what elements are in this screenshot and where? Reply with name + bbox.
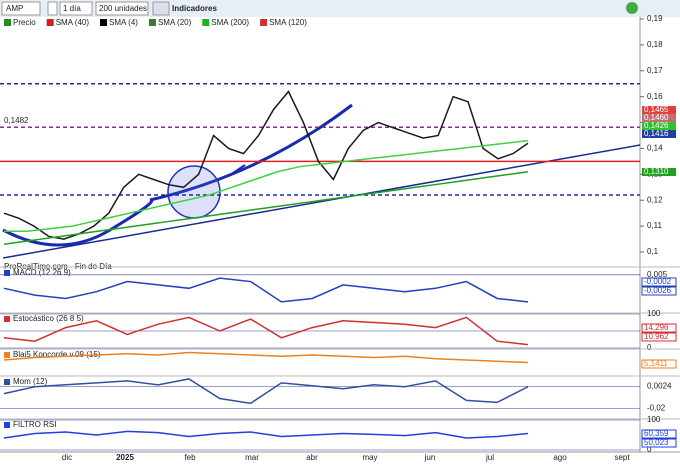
value-tag-label: 10,962 <box>644 332 669 341</box>
x-tick-label: jun <box>424 453 436 462</box>
price-tag-label: 0,1426 <box>644 121 669 130</box>
units-box[interactable] <box>95 1 149 16</box>
x-tick-label: mar <box>245 453 259 462</box>
x-tick-label: dic <box>62 453 72 462</box>
y-tick-label: 0,14 <box>647 144 663 153</box>
panel-title: Mom (12) <box>13 377 48 386</box>
x-tick-label: sept <box>614 453 630 462</box>
series-line <box>3 378 529 405</box>
price-tag <box>642 106 676 114</box>
legend-label: SMA (20) <box>158 18 192 27</box>
series-line <box>4 139 529 233</box>
price-tag <box>642 122 676 130</box>
x-tick-label: ago <box>553 453 567 462</box>
value-tag-label: 5,1411 <box>644 359 668 368</box>
legend-swatch <box>4 19 11 26</box>
period-box[interactable] <box>59 1 93 16</box>
series-line <box>3 277 529 303</box>
price-tag-label: 0,1416 <box>644 129 669 138</box>
y-tick-label: -0,02 <box>647 403 666 412</box>
price-tag-label: 0,1465 <box>644 105 669 114</box>
value-tag <box>641 438 677 448</box>
y-tick-label: 0,005 <box>647 270 668 279</box>
value-tag-label: 60,359 <box>644 429 669 438</box>
y-tick-label: 0,12 <box>647 195 663 204</box>
y-tick-label: 0 <box>647 445 652 454</box>
legend-swatch <box>46 19 54 26</box>
indicators[interactable]: Indicadores <box>172 4 217 13</box>
legend-swatch <box>202 19 210 26</box>
panel-icon <box>4 270 10 276</box>
value-tag-label: -0,0026 <box>644 286 672 295</box>
legend-swatch <box>260 19 268 26</box>
y-tick-label: 0,11 <box>647 221 663 230</box>
legend-label: SMA (120) <box>269 18 307 27</box>
y-tick-label: 0,1 <box>647 247 659 256</box>
trend-arc <box>2 198 154 247</box>
symbol[interactable]: AMP <box>6 4 23 13</box>
value-tag <box>641 286 677 296</box>
price-tag <box>642 114 676 122</box>
panel-icon <box>4 352 10 358</box>
y-tick-label: 0,0024 <box>647 381 672 390</box>
units[interactable]: 200 unidades <box>99 4 147 13</box>
legend-swatch <box>148 19 156 26</box>
legend-swatch <box>100 19 108 26</box>
value-tag-label: 50,023 <box>644 438 669 447</box>
value-tag <box>641 277 677 287</box>
value-tag <box>641 332 677 342</box>
symbol-box[interactable] <box>1 1 41 16</box>
highlight-circle <box>167 165 221 219</box>
price-tag-label: 0,1460 <box>644 113 669 122</box>
x-tick-label: jul <box>485 453 494 462</box>
panel-title: MACD (12 26 9) <box>13 268 71 277</box>
y-tick-label: 0,17 <box>647 66 663 75</box>
indicator-icon[interactable] <box>152 1 170 16</box>
value-tag <box>641 359 677 369</box>
y-tick-label: 0,18 <box>647 40 663 49</box>
panel-icon <box>4 379 10 385</box>
x-tick-label: abr <box>306 453 318 462</box>
panel-icon <box>4 316 10 322</box>
panel-title: FILTRO RSI <box>13 420 56 429</box>
series-line <box>3 171 529 245</box>
series-line <box>3 90 529 240</box>
value-tag-label: 14,296 <box>644 323 669 332</box>
price-tag <box>642 168 676 176</box>
value-tag-label: -0,0002 <box>644 277 672 286</box>
level-label: 0,1482 <box>4 116 29 125</box>
price-tag <box>642 130 676 138</box>
panel-icon <box>4 422 10 428</box>
panel-title: Blai5 Koncorde v.09 (15) <box>13 350 101 359</box>
legend-label: Precio <box>13 18 36 27</box>
d-button[interactable] <box>47 1 58 16</box>
arrow <box>229 164 246 176</box>
series-line <box>3 351 529 364</box>
series-line <box>3 316 529 346</box>
status-icon[interactable] <box>626 2 638 14</box>
x-tick-label: feb <box>184 453 196 462</box>
trend-line <box>2 144 641 259</box>
legend-label: SMA (4) <box>109 18 138 27</box>
price-tag-label: 0,1310 <box>644 167 669 176</box>
y-tick-label: 0,19 <box>647 14 663 23</box>
y-tick-label: 100 <box>647 415 661 424</box>
x-tick-label: 2025 <box>116 453 134 462</box>
y-tick-label: 100 <box>647 309 661 318</box>
toolbar <box>0 0 680 17</box>
value-tag <box>641 429 677 439</box>
legend-label: SMA (200) <box>211 18 249 27</box>
series-line <box>3 430 529 439</box>
x-tick-label: may <box>362 453 377 462</box>
panel-title: Estocástico (26 8 5) <box>13 314 84 323</box>
y-tick-label: 0,16 <box>647 92 663 101</box>
value-tag <box>641 323 677 333</box>
trend-arc <box>149 103 353 202</box>
y-tick-label: 0 <box>647 343 652 352</box>
period[interactable]: 1 día <box>63 4 81 13</box>
legend-label: SMA (40) <box>56 18 90 27</box>
